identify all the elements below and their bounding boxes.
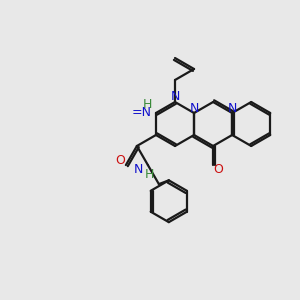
Text: H: H — [145, 168, 154, 181]
Text: =N: =N — [132, 106, 152, 119]
Text: N: N — [189, 103, 199, 116]
Text: O: O — [115, 154, 125, 166]
Text: H: H — [142, 98, 152, 110]
Text: N: N — [170, 91, 180, 103]
Text: N: N — [134, 163, 144, 176]
Text: O: O — [213, 163, 223, 176]
Text: N: N — [227, 103, 237, 116]
